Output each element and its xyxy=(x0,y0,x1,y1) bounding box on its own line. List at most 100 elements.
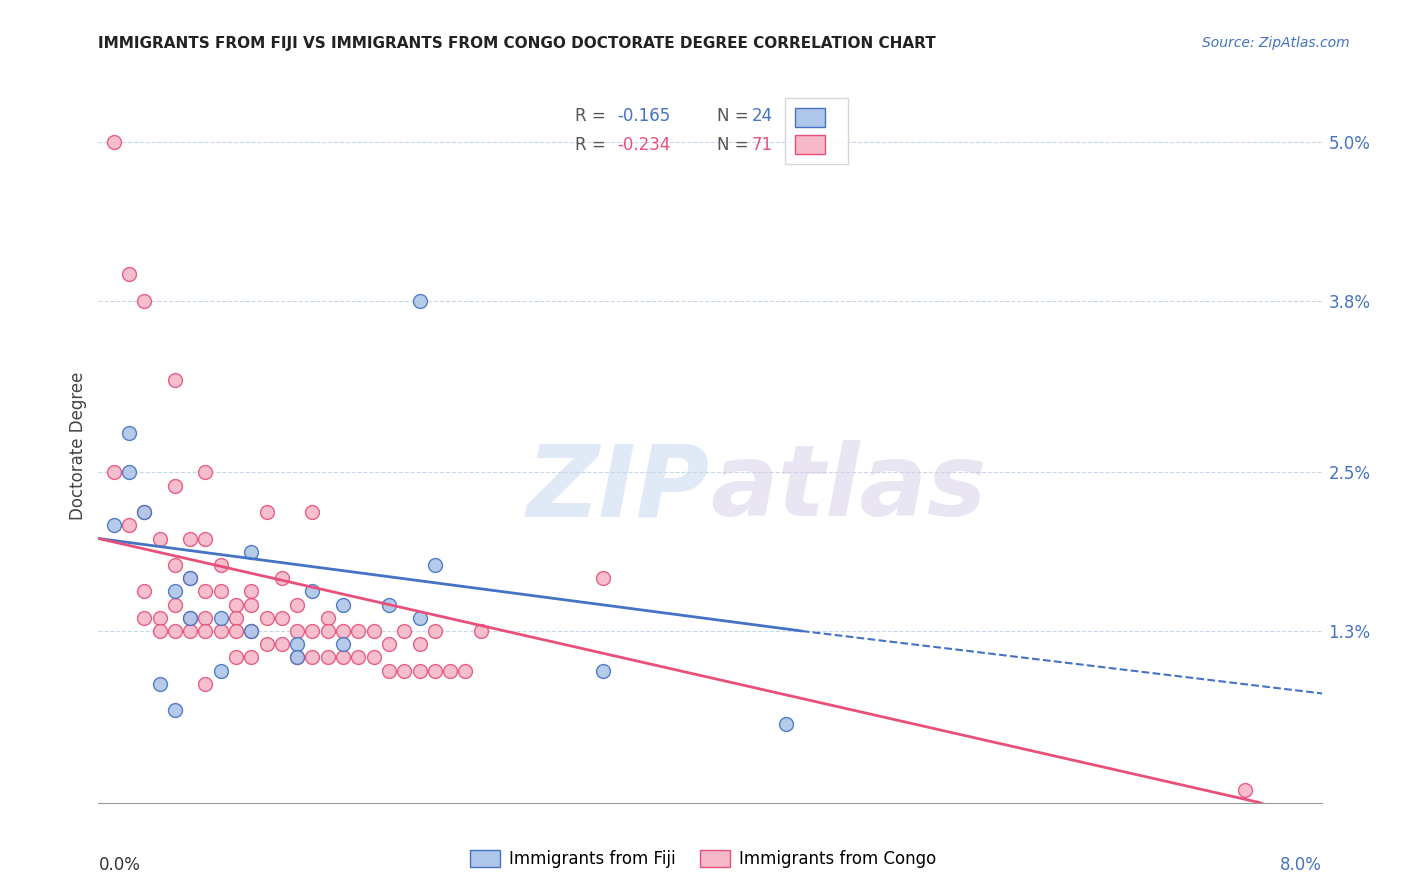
Point xyxy=(149,624,172,638)
Legend: Immigrants from Fiji, Immigrants from Congo: Immigrants from Fiji, Immigrants from Co… xyxy=(464,843,942,875)
Point xyxy=(209,624,232,638)
Text: -0.234: -0.234 xyxy=(617,136,671,153)
Point xyxy=(118,267,141,281)
Point xyxy=(225,650,247,665)
Point xyxy=(332,598,354,612)
Point xyxy=(256,637,278,651)
Point xyxy=(285,598,308,612)
Point xyxy=(194,532,217,546)
Text: IMMIGRANTS FROM FIJI VS IMMIGRANTS FROM CONGO DOCTORATE DEGREE CORRELATION CHART: IMMIGRANTS FROM FIJI VS IMMIGRANTS FROM … xyxy=(98,36,936,51)
Point xyxy=(194,611,217,625)
Point xyxy=(103,518,125,533)
Point xyxy=(103,466,125,480)
Point xyxy=(285,650,308,665)
Point xyxy=(378,664,401,678)
Legend: , : , xyxy=(785,97,848,164)
Point xyxy=(240,624,263,638)
Point xyxy=(392,624,416,638)
Point xyxy=(225,611,247,625)
Point xyxy=(285,650,308,665)
Point xyxy=(194,677,217,691)
Point xyxy=(209,611,232,625)
Point xyxy=(408,611,430,625)
Point xyxy=(423,624,446,638)
Text: 24: 24 xyxy=(752,107,773,125)
Y-axis label: Doctorate Degree: Doctorate Degree xyxy=(69,372,87,520)
Point xyxy=(408,293,430,308)
Point xyxy=(256,505,278,519)
Text: 71: 71 xyxy=(752,136,773,153)
Point xyxy=(285,637,308,651)
Point xyxy=(423,558,446,572)
Point xyxy=(134,505,156,519)
Point xyxy=(423,664,446,678)
Point xyxy=(225,624,247,638)
Text: N =: N = xyxy=(717,136,754,153)
Point xyxy=(118,466,141,480)
Point xyxy=(240,598,263,612)
Point xyxy=(301,584,323,599)
Text: atlas: atlas xyxy=(710,441,987,537)
Point xyxy=(240,545,263,559)
Point xyxy=(134,293,156,308)
Text: Source: ZipAtlas.com: Source: ZipAtlas.com xyxy=(1202,36,1350,50)
Text: R =: R = xyxy=(575,136,612,153)
Text: ZIP: ZIP xyxy=(527,441,710,537)
Point xyxy=(179,532,201,546)
Point xyxy=(194,466,217,480)
Point xyxy=(209,584,232,599)
Point xyxy=(301,505,323,519)
Point xyxy=(240,650,263,665)
Point xyxy=(134,584,156,599)
Point xyxy=(332,637,354,651)
Point xyxy=(363,650,385,665)
Point xyxy=(163,478,186,492)
Point xyxy=(316,624,339,638)
Point xyxy=(408,664,430,678)
Point xyxy=(103,135,125,149)
Point xyxy=(301,650,323,665)
Point xyxy=(378,637,401,651)
Point xyxy=(163,624,186,638)
Point xyxy=(209,664,232,678)
Point xyxy=(118,518,141,533)
Point xyxy=(179,611,201,625)
Text: -0.165: -0.165 xyxy=(617,107,671,125)
Text: N =: N = xyxy=(717,107,754,125)
Point xyxy=(149,611,172,625)
Point xyxy=(270,637,294,651)
Point xyxy=(363,624,385,638)
Text: R =: R = xyxy=(575,107,612,125)
Point xyxy=(240,624,263,638)
Point xyxy=(209,558,232,572)
Text: 8.0%: 8.0% xyxy=(1279,855,1322,873)
Point xyxy=(332,624,354,638)
Point xyxy=(347,650,370,665)
Point xyxy=(179,611,201,625)
Point xyxy=(179,571,201,585)
Point xyxy=(163,584,186,599)
Point xyxy=(1234,782,1257,797)
Point xyxy=(149,677,172,691)
Point xyxy=(225,598,247,612)
Point xyxy=(470,624,492,638)
Point xyxy=(347,624,370,638)
Point xyxy=(194,624,217,638)
Point xyxy=(408,637,430,651)
Point xyxy=(270,571,294,585)
Point xyxy=(592,571,614,585)
Point xyxy=(316,611,339,625)
Text: 0.0%: 0.0% xyxy=(98,855,141,873)
Point xyxy=(118,425,141,440)
Point xyxy=(163,558,186,572)
Point xyxy=(163,703,186,717)
Point xyxy=(301,624,323,638)
Point xyxy=(378,598,401,612)
Point xyxy=(194,584,217,599)
Point xyxy=(392,664,416,678)
Point xyxy=(163,598,186,612)
Point xyxy=(592,664,614,678)
Point xyxy=(285,624,308,638)
Point xyxy=(179,571,201,585)
Point xyxy=(240,584,263,599)
